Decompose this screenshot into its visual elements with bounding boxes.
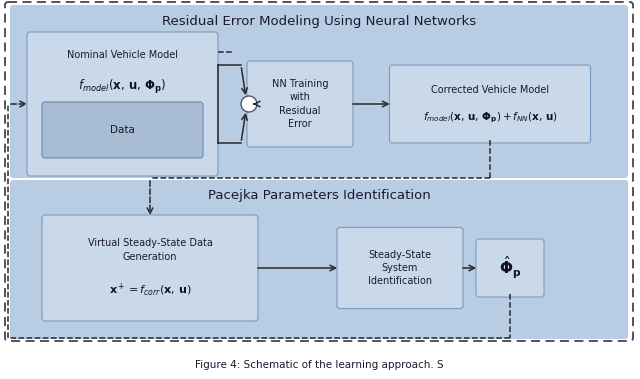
Text: $f_{model}(\mathbf{x},\, \mathbf{u},\, \mathbf{\Phi_p})$: $f_{model}(\mathbf{x},\, \mathbf{u},\, \… (78, 78, 167, 96)
Text: Virtual Steady-State Data
Generation: Virtual Steady-State Data Generation (88, 238, 212, 262)
FancyBboxPatch shape (42, 215, 258, 321)
Text: Steady-State
System
Identification: Steady-State System Identification (368, 250, 432, 286)
FancyBboxPatch shape (247, 61, 353, 147)
FancyBboxPatch shape (27, 32, 218, 176)
Text: Pacejka Parameters Identification: Pacejka Parameters Identification (207, 190, 430, 202)
Text: Corrected Vehicle Model: Corrected Vehicle Model (431, 85, 549, 95)
Text: $f_{model}(\mathbf{x},\, \mathbf{u},\, \mathbf{\Phi_p}) + f_{NN}(\mathbf{x},\, \: $f_{model}(\mathbf{x},\, \mathbf{u},\, \… (422, 111, 557, 125)
Text: Data: Data (110, 125, 135, 135)
FancyBboxPatch shape (476, 239, 544, 297)
Text: Residual Error Modeling Using Neural Networks: Residual Error Modeling Using Neural Net… (162, 16, 476, 28)
Text: Nominal Vehicle Model: Nominal Vehicle Model (67, 50, 178, 60)
FancyBboxPatch shape (337, 227, 463, 309)
FancyBboxPatch shape (10, 180, 628, 339)
Text: NN Training
with
Residual
Error: NN Training with Residual Error (272, 79, 328, 129)
Text: $\mathbf{x}^+ = f_{corr}(\mathbf{x},\, \mathbf{u})$: $\mathbf{x}^+ = f_{corr}(\mathbf{x},\, \… (109, 282, 191, 298)
Text: $\hat{\mathbf{\Phi}}_\mathbf{p}$: $\hat{\mathbf{\Phi}}_\mathbf{p}$ (499, 255, 521, 281)
Text: Figure 4: Schematic of the learning approach. S: Figure 4: Schematic of the learning appr… (195, 360, 444, 370)
Circle shape (241, 96, 257, 112)
FancyBboxPatch shape (10, 5, 628, 178)
FancyBboxPatch shape (390, 65, 591, 143)
FancyBboxPatch shape (42, 102, 203, 158)
